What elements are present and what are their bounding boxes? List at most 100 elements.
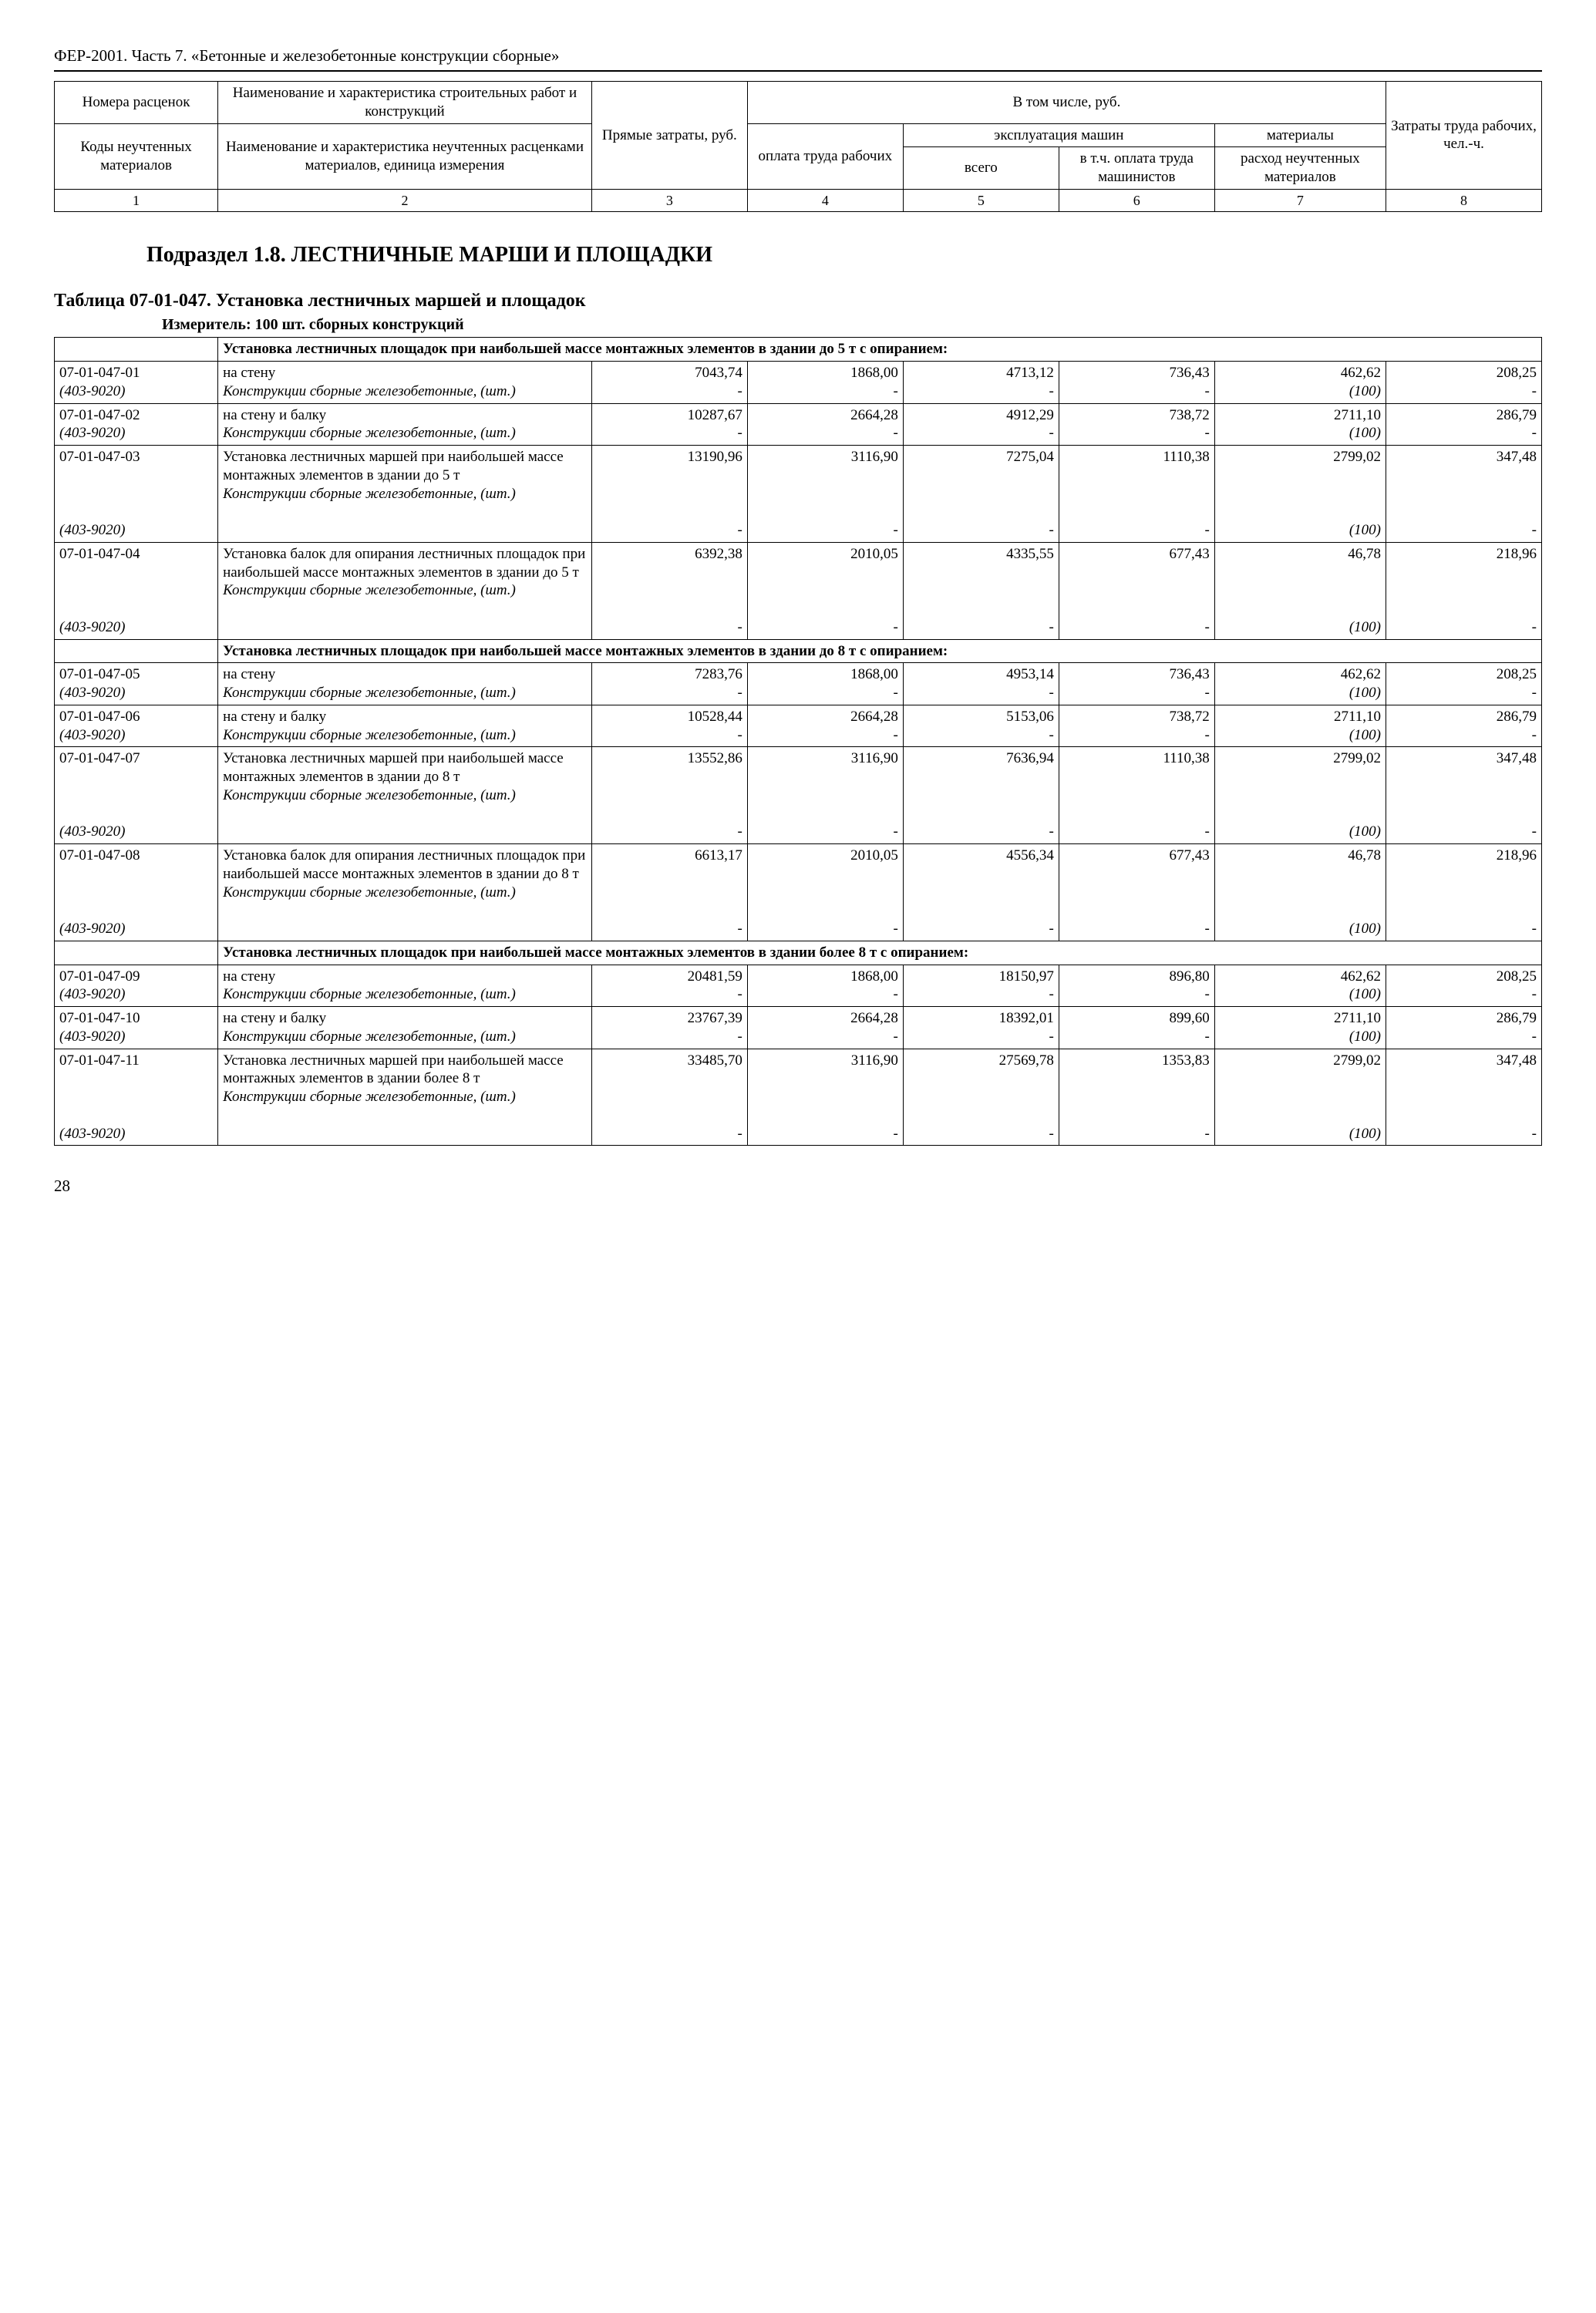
val-cell: 7043,74 -	[591, 362, 747, 404]
val-cell: 347,48-	[1386, 446, 1541, 543]
val-cell: 33485,70-	[591, 1049, 747, 1146]
d: -	[894, 727, 898, 743]
d: -	[1049, 383, 1053, 399]
v: 3116,90	[851, 449, 898, 465]
v: 677,43	[1170, 847, 1210, 864]
val-cell: 6392,38-	[591, 542, 747, 639]
v: 6613,17	[695, 847, 742, 864]
d: -	[894, 522, 898, 538]
v: 2799,02	[1333, 750, 1381, 766]
v: 4713,12	[1006, 365, 1054, 381]
row-code: 07-01-047-07	[59, 750, 140, 766]
v: 286,79	[1497, 1010, 1537, 1026]
d: -	[1049, 823, 1053, 840]
d: -	[738, 522, 742, 538]
sub-material: Конструкции сборные железобетонные, (шт.…	[223, 383, 516, 399]
val-cell: 5153,06-	[903, 705, 1059, 747]
v: 462,62	[1341, 666, 1381, 682]
v: 46,78	[1348, 546, 1381, 562]
subcode: (403-9020)	[59, 383, 125, 399]
row-code: 07-01-047-04	[59, 546, 140, 562]
sub-material: Конструкции сборные железобетонные, (шт.…	[223, 1029, 516, 1045]
d: -	[1532, 727, 1537, 743]
val-cell: 18392,01-	[903, 1007, 1059, 1049]
sub-material: Конструкции сборные железобетонные, (шт.…	[223, 986, 516, 1002]
val-cell: 2711,10(100)	[1214, 705, 1386, 747]
section-title: Подраздел 1.8. ЛЕСТНИЧНЫЕ МАРШИ И ПЛОЩАД…	[54, 243, 1542, 268]
d: -	[1204, 383, 1209, 399]
col-num: 1	[55, 189, 218, 212]
val-cell: 46,78(100)	[1214, 844, 1386, 941]
row-code: 07-01-047-03	[59, 449, 140, 465]
val-cell: 23767,39-	[591, 1007, 747, 1049]
d: -	[1532, 1029, 1537, 1045]
hdr-cell: материалы	[1214, 123, 1386, 147]
d: -	[738, 383, 742, 399]
q: (100)	[1349, 1029, 1381, 1045]
col-num: 4	[747, 189, 903, 212]
v: 2664,28	[850, 709, 898, 725]
v: 218,96	[1497, 847, 1537, 864]
row-code: 07-01-047-05	[59, 666, 140, 682]
group-header: Установка лестничных площадок при наибол…	[218, 338, 1542, 362]
v: 286,79	[1497, 709, 1537, 725]
v: 2010,05	[850, 847, 898, 864]
d: -	[894, 425, 898, 441]
v: 33485,70	[688, 1052, 742, 1069]
name-cell: Установка лестничных маршей при наибольш…	[218, 1049, 592, 1146]
val-cell: 6613,17-	[591, 844, 747, 941]
d: -	[1049, 522, 1053, 538]
hdr-cell: Наименование и характеристика строительн…	[218, 82, 592, 124]
code-cell: 07-01-047-10(403-9020)	[55, 1007, 218, 1049]
v: 286,79	[1497, 407, 1537, 423]
v: 347,48	[1497, 750, 1537, 766]
v: 7275,04	[1006, 449, 1054, 465]
sub-material: Конструкции сборные железобетонные, (шт.…	[223, 787, 516, 803]
code-cell: 07-01-047-01 (403-9020)	[55, 362, 218, 404]
name-cell: Установка балок для опирания лестничных …	[218, 844, 592, 941]
val-cell: 3116,90 -	[747, 446, 903, 543]
val-cell: 13190,96-	[591, 446, 747, 543]
row-name: Установка лестничных маршей при наибольш…	[223, 1052, 564, 1087]
row-code: 07-01-047-02	[59, 407, 140, 423]
val-cell: 10528,44-	[591, 705, 747, 747]
v: 27569,78	[999, 1052, 1054, 1069]
row-name: на стену и балку	[223, 407, 326, 423]
code-cell: 07-01-047-11(403-9020)	[55, 1049, 218, 1146]
sub-material: Конструкции сборные железобетонные, (шт.…	[223, 727, 516, 743]
hdr-cell: Затраты труда рабочих, чел.-ч.	[1386, 82, 1541, 190]
v: 4953,14	[1006, 666, 1054, 682]
v: 2711,10	[1334, 709, 1381, 725]
header-table: Номера расценок Наименование и характери…	[54, 81, 1542, 212]
row-name: на стену и балку	[223, 709, 326, 725]
page-number: 28	[54, 1177, 1542, 1196]
d: -	[1049, 921, 1053, 937]
hdr-cell: В том числе, руб.	[747, 82, 1386, 124]
v: 208,25	[1497, 365, 1537, 381]
d: -	[1532, 522, 1537, 538]
val-cell: 462,62(100)	[1214, 965, 1386, 1007]
code-cell: 07-01-047-06(403-9020)	[55, 705, 218, 747]
val-cell: 2711,10(100)	[1214, 403, 1386, 446]
subcode: (403-9020)	[59, 986, 125, 1002]
sub-material: Конструкции сборные железобетонные, (шт.…	[223, 582, 516, 598]
name-cell: Установка балок для опирания лестничных …	[218, 542, 592, 639]
group-cell	[55, 639, 218, 663]
d: -	[894, 823, 898, 840]
col-num: 2	[218, 189, 592, 212]
d: -	[894, 921, 898, 937]
d: -	[738, 619, 742, 635]
v: 2010,05	[850, 546, 898, 562]
q: (100)	[1349, 522, 1381, 538]
code-cell: 07-01-047-04(403-9020)	[55, 542, 218, 639]
table-row: 07-01-047-02(403-9020) на стену и балкуК…	[55, 403, 1542, 446]
v: 1868,00	[850, 365, 898, 381]
val-cell: 677,43-	[1059, 844, 1214, 941]
v: 7043,74	[695, 365, 742, 381]
d: -	[1532, 986, 1537, 1002]
v: 462,62	[1341, 365, 1381, 381]
table-row: 07-01-047-08(403-9020) Установка балок д…	[55, 844, 1542, 941]
v: 46,78	[1348, 847, 1381, 864]
d: -	[738, 685, 742, 701]
code-cell: 07-01-047-08(403-9020)	[55, 844, 218, 941]
